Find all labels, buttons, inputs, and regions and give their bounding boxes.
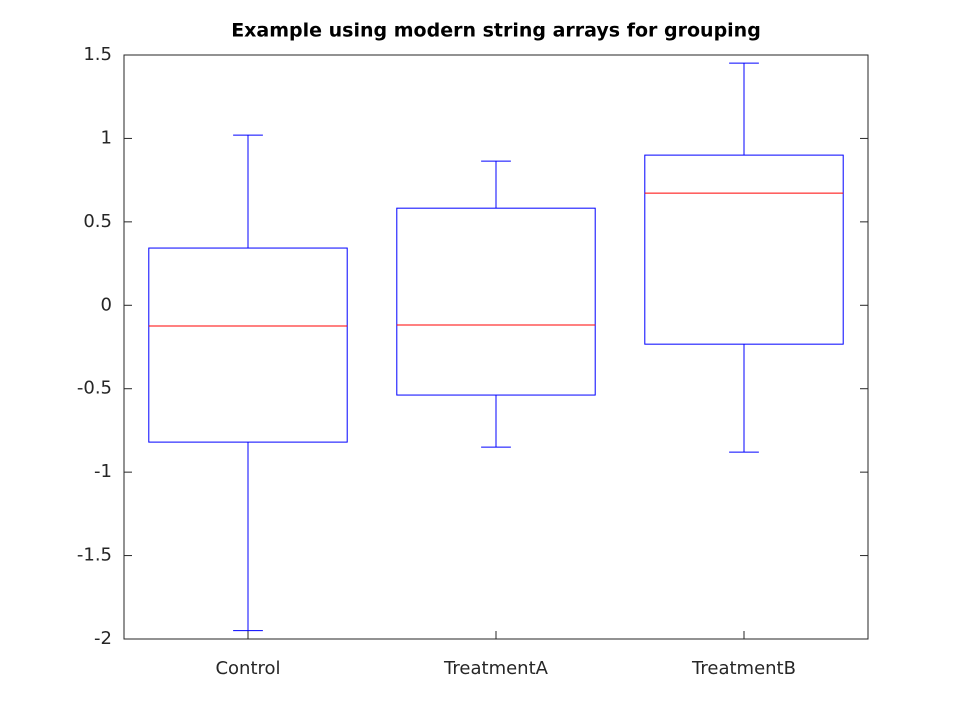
box: [148, 247, 348, 443]
x-tick-label: TreatmentB: [691, 658, 796, 679]
y-tick-label: -2: [94, 628, 112, 649]
plot-area: [123, 54, 869, 640]
y-tick-label: -0.5: [77, 378, 112, 399]
y-tick-label: 1: [101, 127, 112, 148]
x-tick-label: Control: [215, 658, 280, 679]
box: [396, 207, 596, 396]
box: [644, 154, 844, 345]
y-tick-label: -1.5: [77, 545, 112, 566]
chart-title: Example using modern string arrays for g…: [231, 20, 761, 42]
x-tick-label: TreatmentA: [443, 658, 549, 679]
y-tick-label: 0.5: [83, 211, 112, 232]
y-tick-label: 1.5: [83, 44, 112, 65]
y-tick-label: -1: [94, 461, 112, 482]
y-tick-label: 0: [101, 294, 112, 315]
